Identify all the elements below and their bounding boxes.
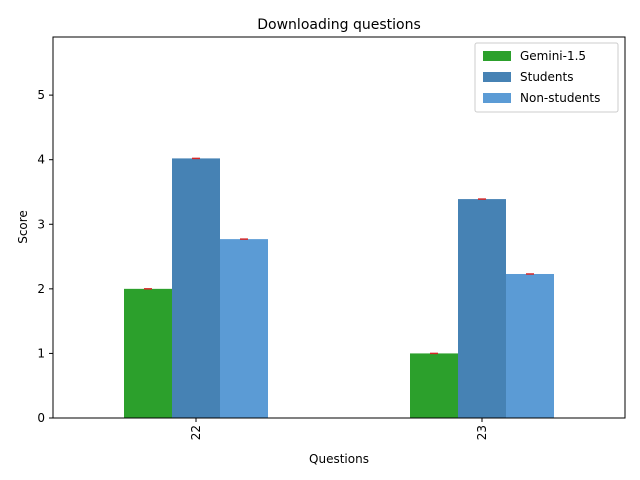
bar-non-students-q23 bbox=[506, 273, 554, 418]
y-tick-label: 1 bbox=[37, 346, 45, 360]
bar-gemini-1-5-q22 bbox=[124, 288, 172, 418]
bar-gemini-1-5-q23 bbox=[410, 353, 458, 418]
y-tick-label: 0 bbox=[37, 411, 45, 425]
y-tick-label: 2 bbox=[37, 282, 45, 296]
legend-label: Gemini-1.5 bbox=[520, 49, 586, 63]
legend-label: Students bbox=[520, 70, 574, 84]
legend-swatch bbox=[483, 51, 511, 61]
bars-layer bbox=[124, 157, 554, 419]
x-tick-label: 23 bbox=[475, 425, 489, 440]
plot-frame bbox=[52, 36, 626, 419]
legend: Gemini-1.5 Students Non-students bbox=[474, 42, 619, 113]
y-tick-label: 3 bbox=[37, 217, 45, 231]
x-axis-label: Questions bbox=[309, 452, 369, 466]
y-tick-label: 5 bbox=[37, 88, 45, 102]
chart-title: Downloading questions bbox=[257, 17, 420, 33]
y-axis-label: Score bbox=[16, 210, 30, 244]
y-tick-label: 4 bbox=[37, 153, 45, 167]
x-tick-label: 22 bbox=[189, 425, 203, 440]
legend-label: Non-students bbox=[520, 91, 600, 105]
bar-non-students-q22 bbox=[220, 239, 268, 418]
legend-swatch bbox=[483, 93, 511, 103]
legend-swatch bbox=[483, 72, 511, 82]
bar-students-q22 bbox=[172, 158, 220, 419]
bar-students-q23 bbox=[458, 199, 506, 418]
